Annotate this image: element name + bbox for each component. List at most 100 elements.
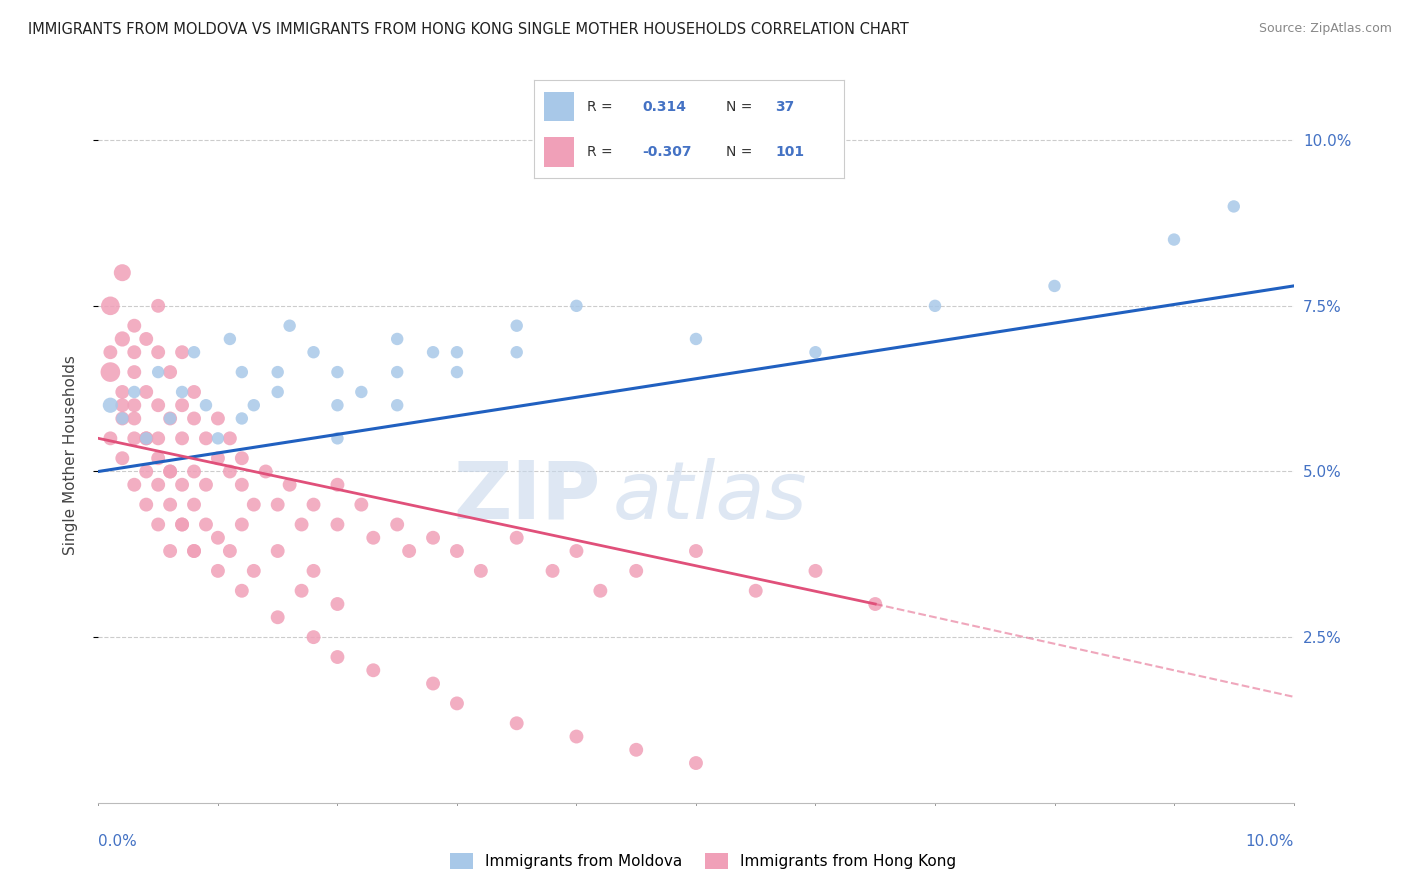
Point [111, 332, 134, 346]
Point [100, 345, 122, 359]
Point [326, 477, 349, 491]
Point [195, 477, 218, 491]
Point [219, 465, 242, 479]
Point [159, 411, 181, 425]
Point [385, 332, 409, 346]
Point [267, 365, 290, 379]
Point [231, 365, 253, 379]
Point [302, 630, 325, 644]
Point [207, 564, 229, 578]
Text: -0.307: -0.307 [643, 145, 692, 159]
Point [219, 431, 242, 445]
Point [195, 431, 218, 445]
Text: 37: 37 [776, 100, 794, 114]
Point [626, 564, 648, 578]
Point [148, 345, 170, 359]
Point [219, 332, 242, 346]
Text: atlas: atlas [613, 458, 807, 536]
Point [135, 431, 157, 445]
Point [172, 384, 194, 399]
Point [135, 465, 157, 479]
Text: ZIP: ZIP [453, 458, 600, 536]
Point [243, 498, 266, 512]
Point [278, 318, 301, 333]
Point [385, 365, 409, 379]
Point [183, 384, 205, 399]
Point [254, 465, 277, 479]
Point [231, 451, 253, 466]
Point [219, 544, 242, 558]
Point [172, 477, 194, 491]
Text: N =: N = [725, 145, 752, 159]
Point [159, 411, 181, 425]
Point [243, 564, 266, 578]
Point [172, 431, 194, 445]
Text: N =: N = [725, 100, 752, 114]
Point [804, 564, 827, 578]
Point [589, 583, 612, 598]
Point [195, 398, 218, 412]
Point [172, 345, 194, 359]
Text: 0.0%: 0.0% [98, 834, 138, 849]
Point [302, 564, 325, 578]
Point [207, 431, 229, 445]
Point [148, 451, 170, 466]
Point [124, 398, 146, 412]
Point [100, 431, 122, 445]
Text: 101: 101 [776, 145, 804, 159]
Point [363, 531, 385, 545]
Point [207, 451, 229, 466]
Point [350, 498, 373, 512]
Point [685, 544, 707, 558]
Point [278, 477, 301, 491]
Point [470, 564, 492, 578]
Point [565, 730, 588, 744]
Point [267, 610, 290, 624]
Point [267, 384, 290, 399]
Point [350, 384, 373, 399]
Text: 0.314: 0.314 [643, 100, 686, 114]
Point [183, 411, 205, 425]
Point [685, 332, 707, 346]
Point [111, 411, 134, 425]
Text: IMMIGRANTS FROM MOLDOVA VS IMMIGRANTS FROM HONG KONG SINGLE MOTHER HOUSEHOLDS CO: IMMIGRANTS FROM MOLDOVA VS IMMIGRANTS FR… [28, 22, 908, 37]
Point [326, 431, 349, 445]
Text: R =: R = [586, 100, 613, 114]
Bar [544, 92, 575, 121]
Point [124, 411, 146, 425]
Point [231, 477, 253, 491]
Point [1043, 279, 1066, 293]
Point [148, 517, 170, 532]
Point [1163, 233, 1185, 247]
Point [291, 517, 314, 532]
Point [446, 365, 468, 379]
Point [124, 477, 146, 491]
Point [565, 544, 588, 558]
Point [243, 398, 266, 412]
Point [231, 517, 253, 532]
Point [183, 345, 205, 359]
Point [422, 531, 444, 545]
Point [626, 743, 648, 757]
Point [326, 398, 349, 412]
Text: Source: ZipAtlas.com: Source: ZipAtlas.com [1258, 22, 1392, 36]
Point [172, 517, 194, 532]
Point [183, 498, 205, 512]
Point [231, 583, 253, 598]
Point [148, 365, 170, 379]
Point [422, 676, 444, 690]
Point [506, 345, 529, 359]
Point [506, 716, 529, 731]
Point [100, 398, 122, 412]
Point [302, 345, 325, 359]
Point [124, 345, 146, 359]
Text: R =: R = [586, 145, 613, 159]
Point [148, 431, 170, 445]
Point [326, 365, 349, 379]
Point [422, 345, 444, 359]
Point [506, 318, 529, 333]
Point [207, 531, 229, 545]
Point [148, 477, 170, 491]
Point [135, 431, 157, 445]
Point [172, 517, 194, 532]
